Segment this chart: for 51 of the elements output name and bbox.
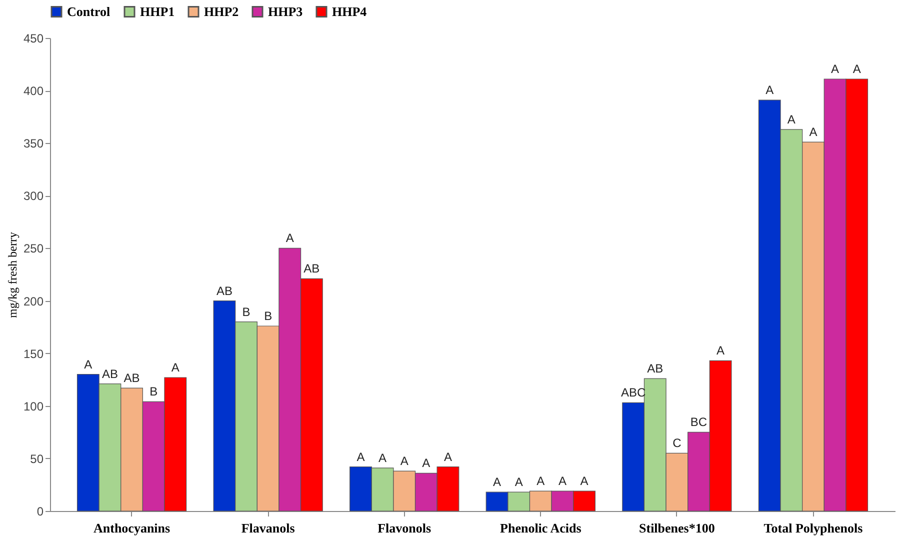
data-label: AB (124, 371, 140, 386)
legend-label: Control (67, 4, 110, 19)
y-tick-label: 450 (23, 32, 44, 46)
data-label: A (536, 474, 545, 488)
y-tick-label: 400 (23, 84, 44, 98)
data-label: A (558, 474, 566, 488)
y-tick-label: 200 (23, 294, 44, 308)
legend-label: HHP1 (140, 4, 175, 19)
legend-label: HHP2 (204, 4, 239, 19)
data-label: A (852, 62, 861, 76)
data-label: A (514, 475, 523, 490)
legend-label: HHP3 (268, 4, 304, 19)
data-label: A (84, 357, 92, 372)
data-label: B (150, 384, 158, 399)
y-tick-label: 0 (36, 504, 44, 518)
x-tick-label: Total Polyphenols (764, 520, 863, 536)
data-label: B (242, 304, 250, 319)
y-tick-label: 300 (23, 189, 44, 204)
data-label: AB (102, 366, 118, 381)
data-label: A (787, 112, 796, 126)
data-label: AB (216, 284, 232, 298)
data-label: A (422, 456, 430, 470)
data-label: A (809, 125, 818, 140)
data-label: A (356, 450, 365, 464)
x-tick-label: Stilbenes*100 (639, 520, 715, 536)
y-tick-label: 150 (23, 346, 44, 361)
x-tick-label: Flavanols (241, 520, 295, 536)
data-label: AB (647, 362, 664, 376)
data-label: AB (304, 262, 320, 276)
data-label: A (716, 344, 725, 358)
data-label: B (264, 309, 272, 324)
data-label: A (444, 450, 452, 464)
y-tick-label: 50 (30, 452, 44, 466)
y-axis-title: mg/kg fresh berry (5, 232, 20, 318)
data-label: A (378, 450, 387, 465)
y-tick-label: 250 (23, 242, 44, 256)
y-tick-label: 100 (23, 399, 44, 414)
x-tick-label: Phenolic Acids (500, 520, 582, 536)
data-label: A (766, 83, 774, 98)
data-label: A (831, 62, 840, 76)
data-label: BC (690, 415, 708, 430)
legend-label: HHP4 (332, 4, 368, 19)
x-tick-label: Anthocyanins (93, 520, 170, 536)
y-tick-label: 350 (23, 136, 44, 151)
data-label: A (286, 231, 294, 246)
data-label: A (171, 360, 180, 375)
x-tick-label: Flavonols (378, 520, 432, 536)
data-label: A (493, 475, 502, 490)
data-label: C (672, 436, 682, 450)
data-label: A (580, 474, 588, 488)
data-label: A (400, 454, 408, 468)
